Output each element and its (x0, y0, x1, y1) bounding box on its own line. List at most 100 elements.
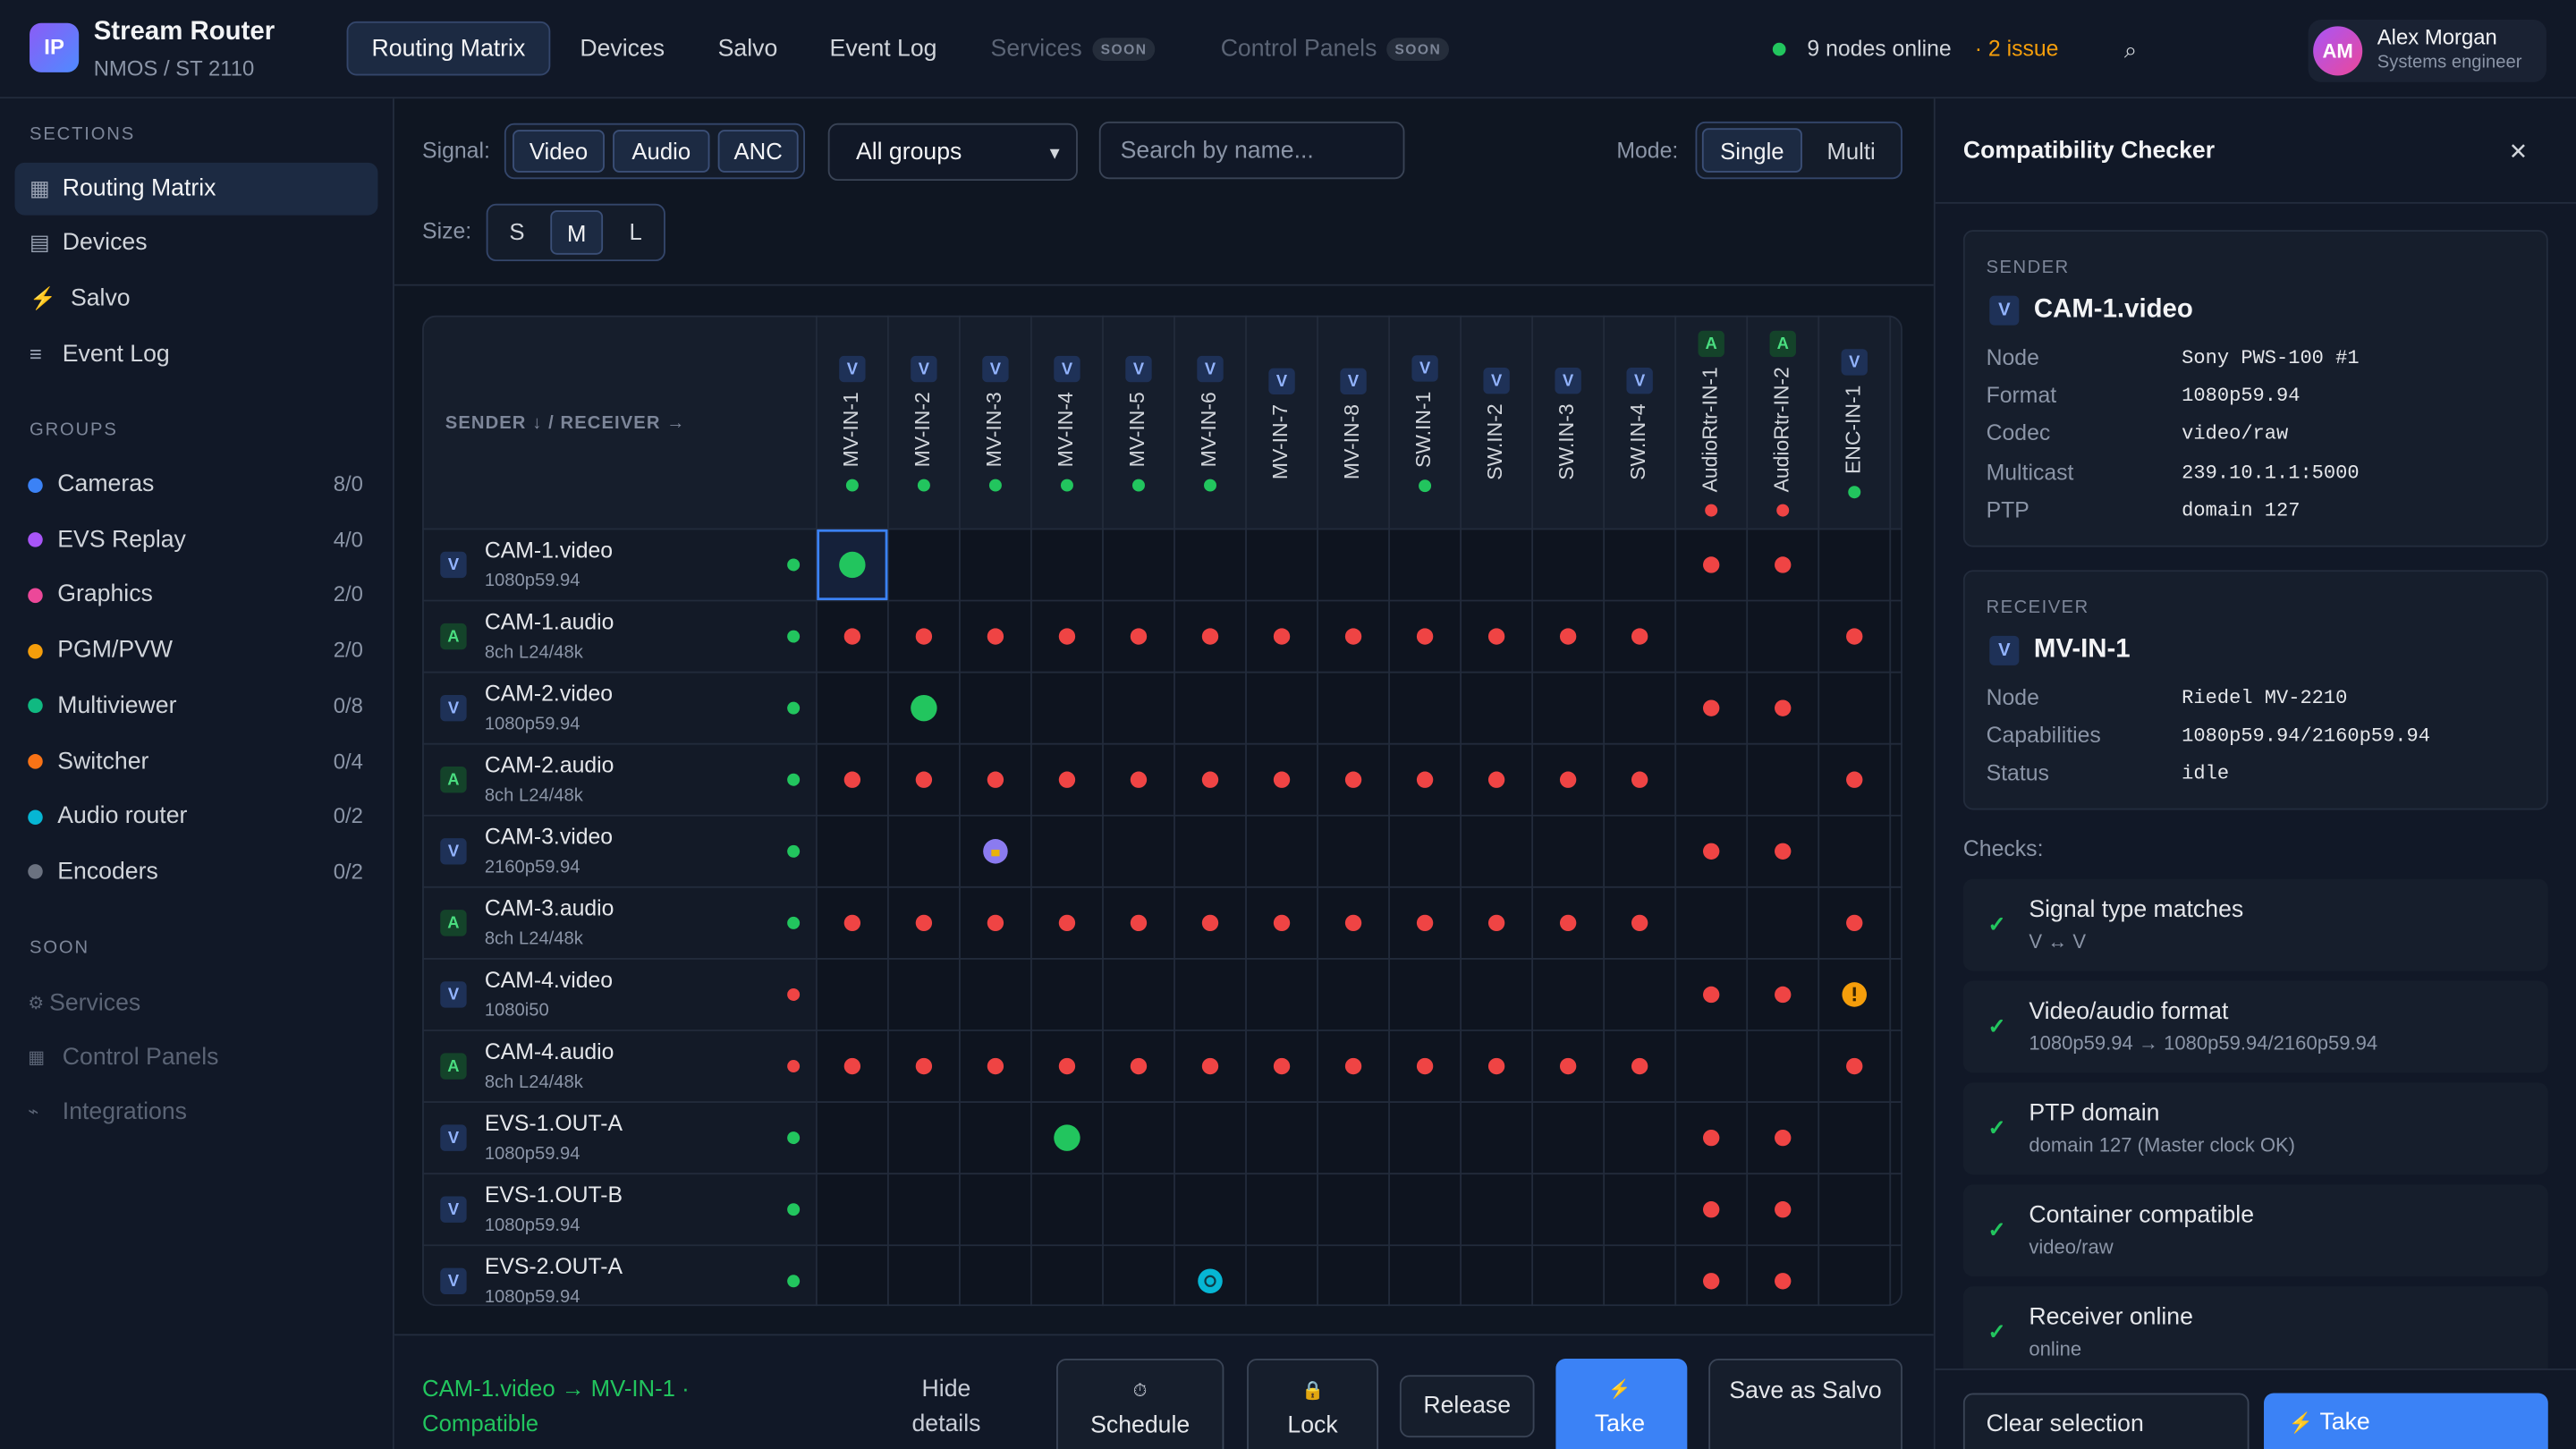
receiver-label[interactable]: MV-IN-1 (839, 392, 862, 467)
issues-text[interactable]: · 2 issue (1974, 36, 2059, 61)
sender-name[interactable]: EVS-1.OUT-A (485, 1112, 623, 1136)
nav-tab[interactable]: Services (990, 36, 1082, 63)
matrix-cell[interactable] (1676, 888, 1746, 958)
matrix-cell[interactable] (889, 817, 959, 886)
matrix-cell[interactable] (1104, 1174, 1174, 1244)
matrix-cell[interactable] (1175, 1103, 1245, 1173)
nav-tab[interactable]: Event Log (829, 36, 937, 63)
action-button[interactable]: ⏱ Schedule (1056, 1358, 1224, 1449)
matrix-cell[interactable] (961, 674, 1030, 743)
matrix-cell[interactable] (1032, 960, 1102, 1030)
nav-item[interactable]: Devices (62, 230, 148, 257)
matrix-cell[interactable] (1032, 1246, 1102, 1306)
receiver-label[interactable]: MV-IN-4 (1054, 392, 1077, 467)
signal-button[interactable]: ANC (717, 130, 799, 173)
group-name[interactable]: Audio router (57, 803, 188, 830)
matrix-cell[interactable] (1676, 601, 1746, 671)
matrix-cell[interactable] (1462, 817, 1531, 886)
group-name[interactable]: Switcher (57, 748, 149, 775)
matrix-cell[interactable] (1605, 1103, 1674, 1173)
sender-name[interactable]: CAM-3.video (485, 826, 613, 850)
matrix-cell[interactable] (1533, 1246, 1603, 1306)
group-name[interactable]: Encoders (57, 859, 158, 886)
receiver-label[interactable]: AudioRtr-IN-1 (1698, 367, 1721, 492)
receiver-label[interactable]: ENC-IN-1 (1841, 386, 1864, 474)
matrix-cell[interactable] (1318, 960, 1388, 1030)
take-button[interactable]: ⚡ Take (2264, 1393, 2548, 1449)
nav-tab[interactable]: Devices (580, 36, 665, 63)
matrix-cell[interactable] (1533, 1103, 1603, 1173)
matrix-cell[interactable] (961, 530, 1030, 599)
matrix-cell[interactable] (1533, 530, 1603, 599)
matrix-cell[interactable] (1390, 674, 1460, 743)
matrix-cell[interactable] (1390, 1103, 1460, 1173)
matrix-cell[interactable] (1462, 1246, 1531, 1306)
matrix-cell[interactable] (1533, 960, 1603, 1030)
sender-name[interactable]: CAM-1.video (485, 538, 613, 563)
matrix-cell[interactable] (889, 530, 959, 599)
matrix-cell[interactable] (1104, 960, 1174, 1030)
matrix-cell[interactable] (1819, 530, 1889, 599)
matrix-cell[interactable] (1819, 1103, 1889, 1173)
matrix-cell[interactable] (1390, 817, 1460, 886)
receiver-label[interactable]: AudioRtr-IN-2 (1769, 367, 1792, 492)
mode-button[interactable]: Multi (1826, 138, 1876, 165)
matrix-cell[interactable] (1390, 960, 1460, 1030)
nav-item[interactable]: Event Log (62, 342, 170, 369)
matrix-cell[interactable] (1175, 674, 1245, 743)
matrix-cell[interactable] (1032, 1174, 1102, 1244)
receiver-label[interactable]: MV-IN-6 (1197, 392, 1220, 467)
matrix-cell[interactable] (1175, 960, 1245, 1030)
matrix-cell[interactable] (1462, 1174, 1531, 1244)
group-select[interactable]: All groups ▾ (827, 123, 1078, 182)
matrix-cell[interactable] (1605, 530, 1674, 599)
matrix-cell[interactable] (1533, 674, 1603, 743)
signal-button[interactable]: Video (513, 130, 605, 173)
user-menu[interactable]: AM Alex Morgan Systems engineer (2308, 20, 2546, 82)
matrix-cell[interactable] (1175, 817, 1245, 886)
receiver-label[interactable]: SW.IN-2 (1483, 403, 1506, 479)
matrix-cell[interactable] (1676, 1031, 1746, 1101)
sender-name[interactable]: CAM-1.audio (485, 610, 614, 634)
matrix-cell[interactable] (1605, 960, 1674, 1030)
matrix-cell[interactable] (1462, 674, 1531, 743)
group-name[interactable]: Multiviewer (57, 692, 177, 720)
matrix-cell[interactable] (1462, 960, 1531, 1030)
sender-name[interactable]: CAM-4.audio (485, 1040, 614, 1064)
matrix-cell[interactable] (818, 1174, 887, 1244)
group-name[interactable]: Cameras (57, 471, 155, 498)
size-button-active[interactable]: M (550, 210, 604, 255)
receiver-label[interactable]: SW.IN-3 (1555, 403, 1578, 479)
matrix-cell[interactable] (889, 1174, 959, 1244)
matrix-cell[interactable] (818, 674, 887, 743)
action-button[interactable]: ⚡ Take (1555, 1358, 1688, 1449)
action-button[interactable]: Save as Salvo (1708, 1358, 1902, 1449)
matrix-cell[interactable] (1318, 674, 1388, 743)
sender-name[interactable]: CAM-3.audio (485, 897, 614, 921)
matrix-cell[interactable] (1676, 745, 1746, 815)
nav-item[interactable]: Routing Matrix (62, 175, 216, 202)
sender-name[interactable]: CAM-2.video (485, 682, 613, 706)
matrix-cell[interactable] (1104, 1246, 1174, 1306)
matrix-cell[interactable] (1247, 960, 1317, 1030)
sender-name[interactable]: EVS-1.OUT-B (485, 1183, 623, 1208)
action-button[interactable]: 🔒 Lock (1247, 1358, 1379, 1449)
action-button[interactable]: Release (1399, 1375, 1535, 1438)
signal-button[interactable]: Audio (613, 130, 710, 173)
matrix-cell[interactable] (1247, 817, 1317, 886)
close-button[interactable]: ✕ (2508, 138, 2529, 165)
receiver-label[interactable]: MV-IN-8 (1340, 404, 1363, 479)
matrix-cell[interactable] (1819, 817, 1889, 886)
sender-name[interactable]: CAM-2.audio (485, 754, 614, 778)
matrix-cell[interactable] (1247, 1103, 1317, 1173)
matrix-cell[interactable] (961, 1174, 1030, 1244)
matrix-cell[interactable] (1390, 1246, 1460, 1306)
matrix-cell[interactable] (1175, 530, 1245, 599)
receiver-label[interactable]: SW.IN-1 (1411, 392, 1435, 468)
matrix-cell[interactable] (1462, 530, 1531, 599)
matrix-cell[interactable] (1247, 1174, 1317, 1244)
matrix-cell[interactable] (1032, 674, 1102, 743)
matrix-cell[interactable] (1819, 1174, 1889, 1244)
matrix-cell[interactable] (1748, 601, 1818, 671)
mode-button-active[interactable]: Single (1701, 128, 1802, 173)
